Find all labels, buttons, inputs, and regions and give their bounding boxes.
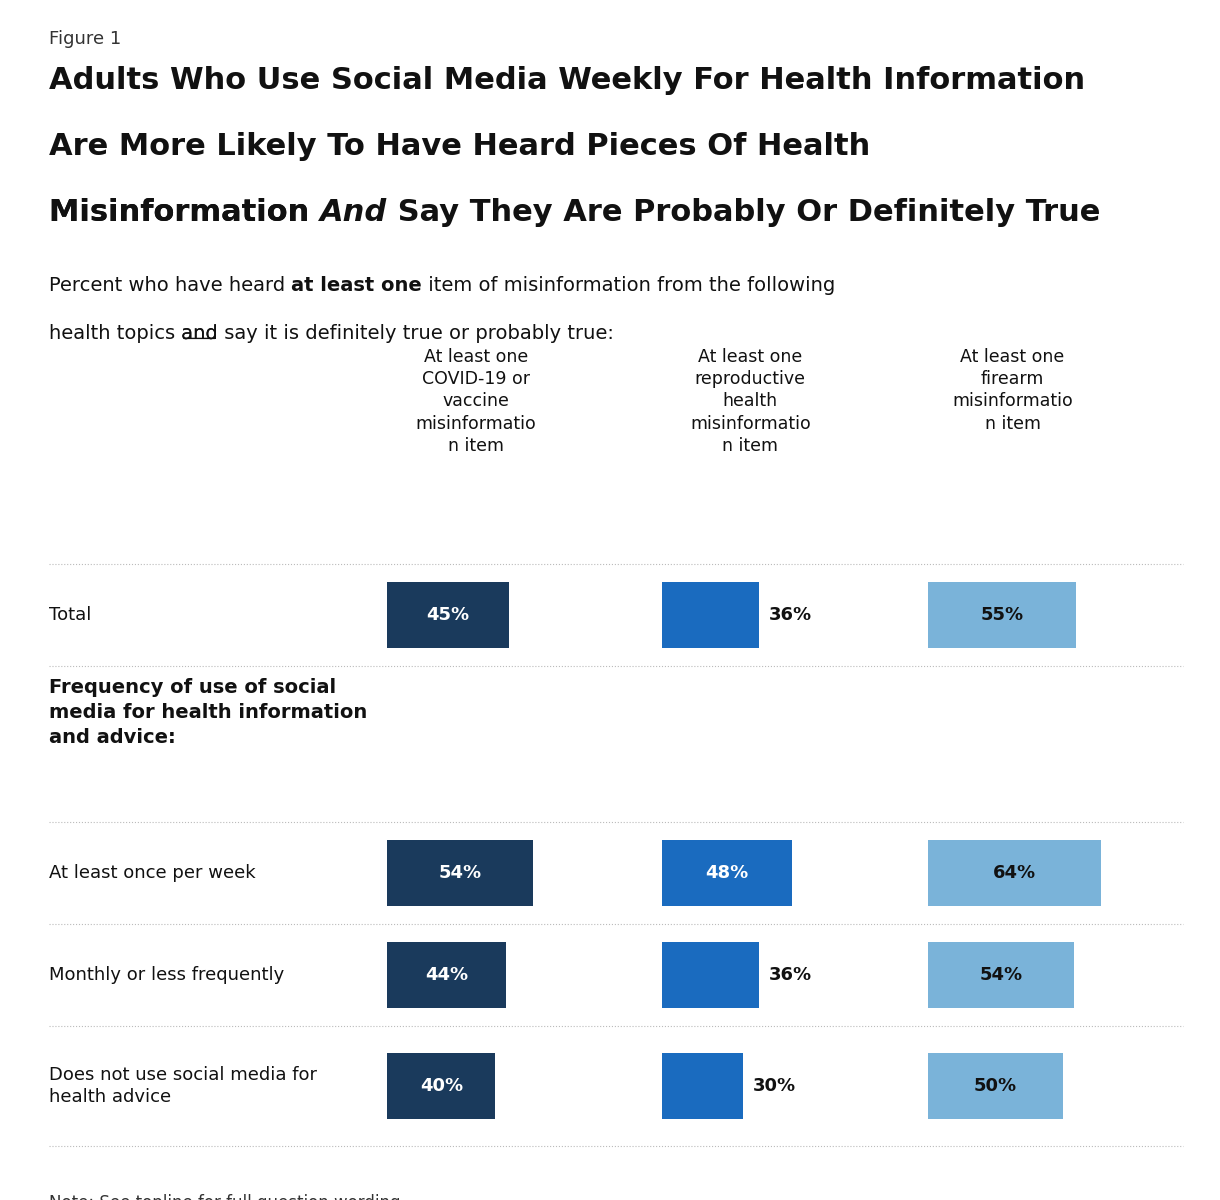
FancyBboxPatch shape <box>388 582 509 648</box>
Text: 54%: 54% <box>980 966 1022 984</box>
Text: Total: Total <box>49 606 92 624</box>
FancyBboxPatch shape <box>661 942 759 1008</box>
Text: And: And <box>320 198 387 227</box>
Text: 48%: 48% <box>705 864 748 882</box>
Text: At least once per week: At least once per week <box>49 864 255 882</box>
Text: Adults Who Use Social Media Weekly For Health Information: Adults Who Use Social Media Weekly For H… <box>49 66 1085 95</box>
Text: 55%: 55% <box>981 606 1024 624</box>
FancyBboxPatch shape <box>661 1054 743 1118</box>
FancyBboxPatch shape <box>388 1054 495 1118</box>
Text: At least one
reproductive
health
misinformatio
n item: At least one reproductive health misinfo… <box>691 348 810 455</box>
Text: and: and <box>182 324 217 343</box>
Text: At least one
firearm
misinformatio
n item: At least one firearm misinformatio n ite… <box>953 348 1072 432</box>
Text: say it is definitely true or probably true:: say it is definitely true or probably tr… <box>217 324 614 343</box>
FancyBboxPatch shape <box>927 582 1076 648</box>
FancyBboxPatch shape <box>927 840 1100 906</box>
FancyBboxPatch shape <box>661 840 792 906</box>
Text: Misinformation: Misinformation <box>49 198 320 227</box>
Text: 44%: 44% <box>426 966 468 984</box>
Text: 40%: 40% <box>420 1078 462 1096</box>
Text: 36%: 36% <box>769 966 813 984</box>
Text: Are More Likely To Have Heard Pieces Of Health: Are More Likely To Have Heard Pieces Of … <box>49 132 870 161</box>
Text: 30%: 30% <box>753 1078 795 1096</box>
Text: 36%: 36% <box>769 606 813 624</box>
FancyBboxPatch shape <box>927 942 1074 1008</box>
Text: Monthly or less frequently: Monthly or less frequently <box>49 966 284 984</box>
Text: item of misinformation from the following: item of misinformation from the followin… <box>422 276 836 295</box>
Text: At least one
COVID-19 or
vaccine
misinformatio
n item: At least one COVID-19 or vaccine misinfo… <box>416 348 536 455</box>
Text: at least one: at least one <box>292 276 422 295</box>
Text: Note: See topline for full question wording.: Note: See topline for full question word… <box>49 1194 405 1200</box>
Text: 64%: 64% <box>993 864 1036 882</box>
Text: health topics: health topics <box>49 324 182 343</box>
Text: Does not use social media for
health advice: Does not use social media for health adv… <box>49 1066 317 1106</box>
Text: Misinformation: Misinformation <box>49 198 320 227</box>
FancyBboxPatch shape <box>388 840 533 906</box>
Text: 54%: 54% <box>439 864 482 882</box>
Text: 45%: 45% <box>427 606 470 624</box>
Text: Figure 1: Figure 1 <box>49 30 121 48</box>
FancyBboxPatch shape <box>388 942 506 1008</box>
FancyBboxPatch shape <box>927 1054 1063 1118</box>
Text: 50%: 50% <box>974 1078 1017 1096</box>
Text: Frequency of use of social
media for health information
and advice:: Frequency of use of social media for hea… <box>49 678 367 746</box>
Text: Say They Are Probably Or Definitely True: Say They Are Probably Or Definitely True <box>387 198 1100 227</box>
FancyBboxPatch shape <box>661 582 759 648</box>
Text: Percent who have heard: Percent who have heard <box>49 276 292 295</box>
